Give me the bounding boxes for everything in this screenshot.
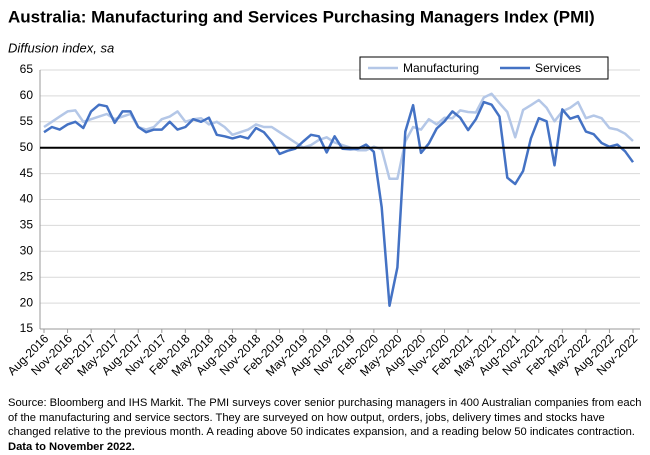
source-note: Source: Bloomberg and IHS Markit. The PM… <box>8 396 644 454</box>
series-line <box>43 92 634 181</box>
series-line <box>43 100 635 307</box>
y-tick-label: 65 <box>20 62 34 76</box>
y-tick-label: 25 <box>20 269 34 283</box>
legend-label: Services <box>535 61 581 75</box>
chart-title: Australia: Manufacturing and Services Pu… <box>8 7 595 26</box>
y-tick-label: 40 <box>20 192 34 206</box>
source-text: Source: Bloomberg and IHS Markit. The PM… <box>8 397 642 438</box>
y-tick-label: 50 <box>20 140 34 154</box>
y-tick-label: 55 <box>20 114 34 128</box>
y-tick-label: 30 <box>20 243 34 257</box>
y-tick-label: 20 <box>20 295 34 309</box>
plot: 1520253035404550556065Aug-2016Nov-2016Fe… <box>5 56 641 379</box>
legend-label: Manufacturing <box>403 61 479 75</box>
chart-subtitle: Diffusion index, sa <box>8 40 114 55</box>
y-tick-label: 60 <box>20 88 34 102</box>
legend-box <box>359 56 609 80</box>
y-tick-label: 45 <box>20 166 34 180</box>
y-tick-label: 35 <box>20 218 34 232</box>
source-bold: Data to November 2022. <box>8 440 135 453</box>
y-tick-label: 15 <box>20 321 34 335</box>
chart: Australia: Manufacturing and Services Pu… <box>5 7 641 379</box>
